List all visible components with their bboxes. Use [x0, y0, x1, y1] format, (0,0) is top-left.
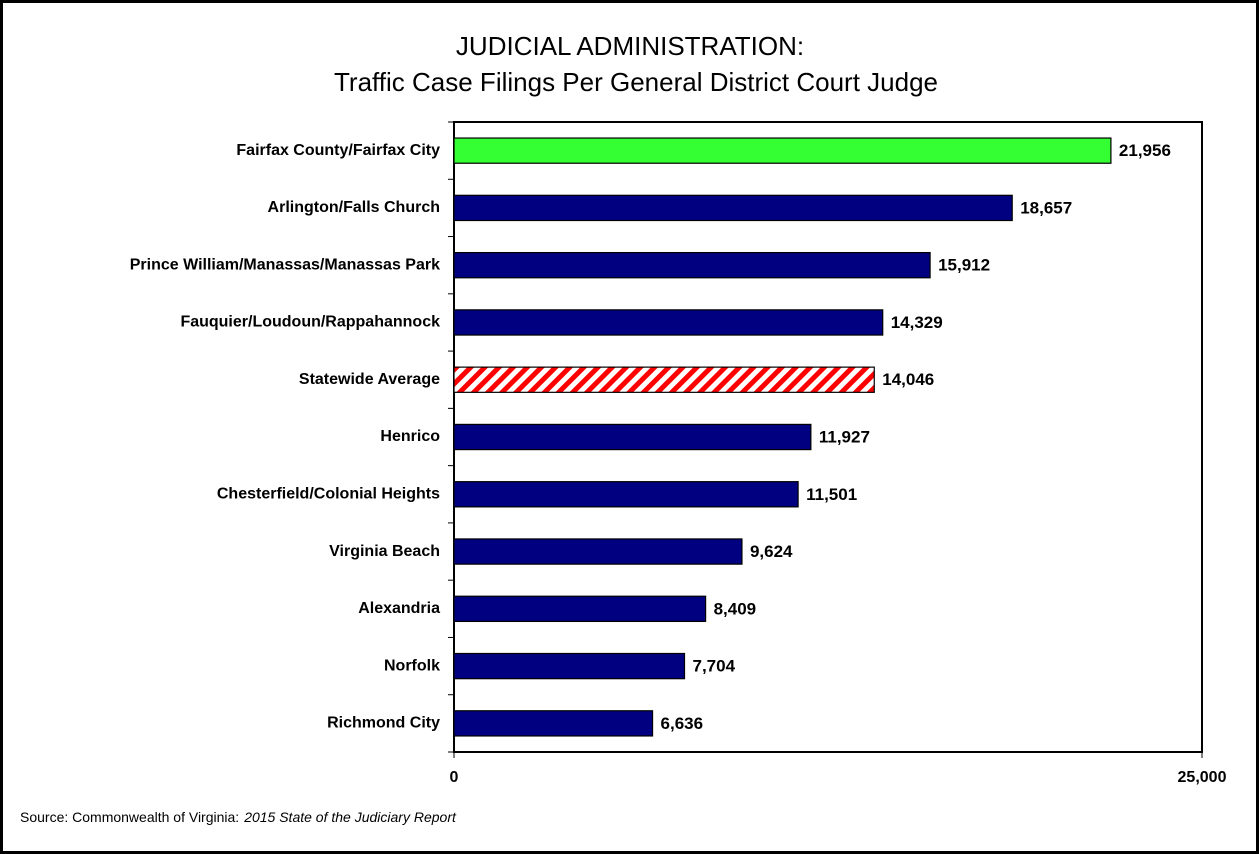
chart-title: Traffic Case Filings Per General Distric…	[334, 67, 938, 97]
y-tick-label: Prince William/Manassas/Manassas Park	[130, 256, 440, 273]
y-tick-label: Arlington/Falls Church	[268, 199, 440, 216]
chart-title: JUDICIAL ADMINISTRATION:	[456, 31, 804, 61]
bar	[453, 366, 875, 393]
bar	[453, 538, 743, 565]
value-label: 9,624	[750, 542, 793, 561]
source-text: Source: Commonwealth of Virginia:	[20, 809, 239, 825]
bar	[453, 595, 707, 623]
bar	[453, 481, 799, 508]
bar	[453, 137, 1112, 164]
y-tick-label: Alexandria	[358, 600, 440, 617]
x-tick-label: 25,000	[1178, 769, 1227, 786]
y-tick-label: Virginia Beach	[329, 543, 440, 560]
value-label: 18,657	[1020, 198, 1072, 217]
y-tick-label: Norfolk	[384, 657, 440, 674]
x-tick-label: 0	[450, 769, 459, 786]
value-label: 14,329	[891, 313, 943, 332]
value-label: 7,704	[693, 657, 736, 676]
value-label: 15,912	[938, 256, 990, 275]
y-tick-label: Fairfax County/Fairfax City	[236, 142, 440, 159]
value-label: 14,046	[882, 370, 934, 389]
value-label: 11,927	[819, 427, 870, 446]
value-label: 21,956	[1119, 141, 1171, 160]
y-tick-label: Richmond City	[327, 715, 440, 732]
y-tick-label: Chesterfield/Colonial Heights	[217, 485, 440, 502]
value-label: 11,501	[806, 485, 857, 504]
bar	[453, 194, 1013, 222]
bar	[453, 710, 654, 737]
value-label: 8,409	[714, 599, 757, 618]
source: Source: Commonwealth of Virginia: 2015 St…	[20, 809, 457, 825]
y-tick-label: Statewide Average	[299, 371, 440, 388]
bar	[453, 423, 812, 451]
source-title: 2015 State of the Judiciary Report	[243, 809, 457, 825]
value-label: 6,636	[661, 714, 704, 733]
bar	[453, 251, 931, 279]
bar	[453, 652, 686, 680]
y-tick-label: Henrico	[380, 428, 440, 445]
bar	[453, 309, 884, 336]
y-tick-label: Fauquier/Loudoun/Rappahannock	[180, 314, 440, 331]
